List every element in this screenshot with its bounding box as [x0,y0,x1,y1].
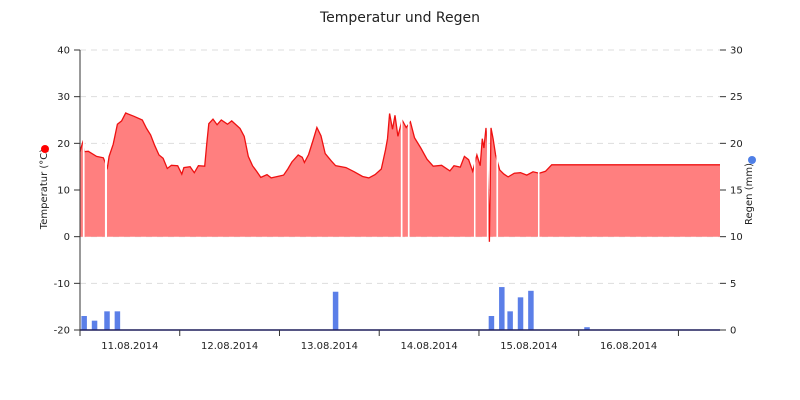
y-left-tick-label: -10 [54,279,70,290]
rain-bar-layer [81,287,590,330]
rain-bar [332,291,339,330]
rain-bar [507,311,513,330]
rain-bar [517,297,524,330]
y-right-tick-label: 20 [730,139,743,150]
rain-bar [499,287,505,330]
temperature-gap [104,110,108,238]
temperature-gap [473,110,476,238]
y-right-tick-label: 0 [730,326,736,337]
y-axis-right-title: Regen (mm) [744,163,755,225]
y-right-tick-label: 25 [730,92,743,103]
rain-bar [104,311,110,330]
y-left-tick-label: 30 [57,92,70,103]
temperature-gap [537,110,540,238]
y-right-tick-label: 30 [730,46,743,57]
y-right-tick-label: 15 [730,186,743,197]
x-tick-label: 16.08.2014 [600,341,657,352]
y-left-tick-label: 40 [57,46,70,57]
temperature-legend-marker [41,145,49,153]
y-axis-left-title: Temperatur (°C) [39,149,50,230]
rain-bar [528,290,534,330]
x-tick-label: 12.08.2014 [201,341,258,352]
y-right-tick-label: 5 [730,279,736,290]
temperature-gap [407,110,410,238]
axis-layer: 40 30 20 10 0 -10 -20 30 25 20 15 10 5 0 11.08.2014 12.… [54,46,743,353]
y-left-tick-label: 20 [57,139,70,150]
x-tick-label: 13.08.2014 [301,341,358,352]
y-left-tick-label: -20 [54,326,70,337]
rain-legend-marker [748,156,756,164]
temperature-gap [400,110,403,238]
x-tick-label: 14.08.2014 [400,341,457,352]
temperature-area-layer [79,110,720,242]
y-right-tick-label: 10 [730,232,743,243]
rain-bar [114,311,121,330]
x-tick-label: 11.08.2014 [101,341,158,352]
temperature-line [79,112,720,242]
rain-bar [81,316,87,330]
y-left-tick-label: 10 [57,186,70,197]
rain-bar [584,327,590,330]
rain-bar [91,320,98,330]
temperature-area [80,113,720,242]
x-tick-label: 15.08.2014 [500,341,557,352]
temperature-gap [82,110,85,238]
chart-title: Temperatur und Regen [319,10,480,26]
rain-bar [488,316,495,330]
y-left-tick-label: 0 [64,232,70,243]
temperature-gap [486,110,489,238]
temperature-gap [496,110,499,238]
